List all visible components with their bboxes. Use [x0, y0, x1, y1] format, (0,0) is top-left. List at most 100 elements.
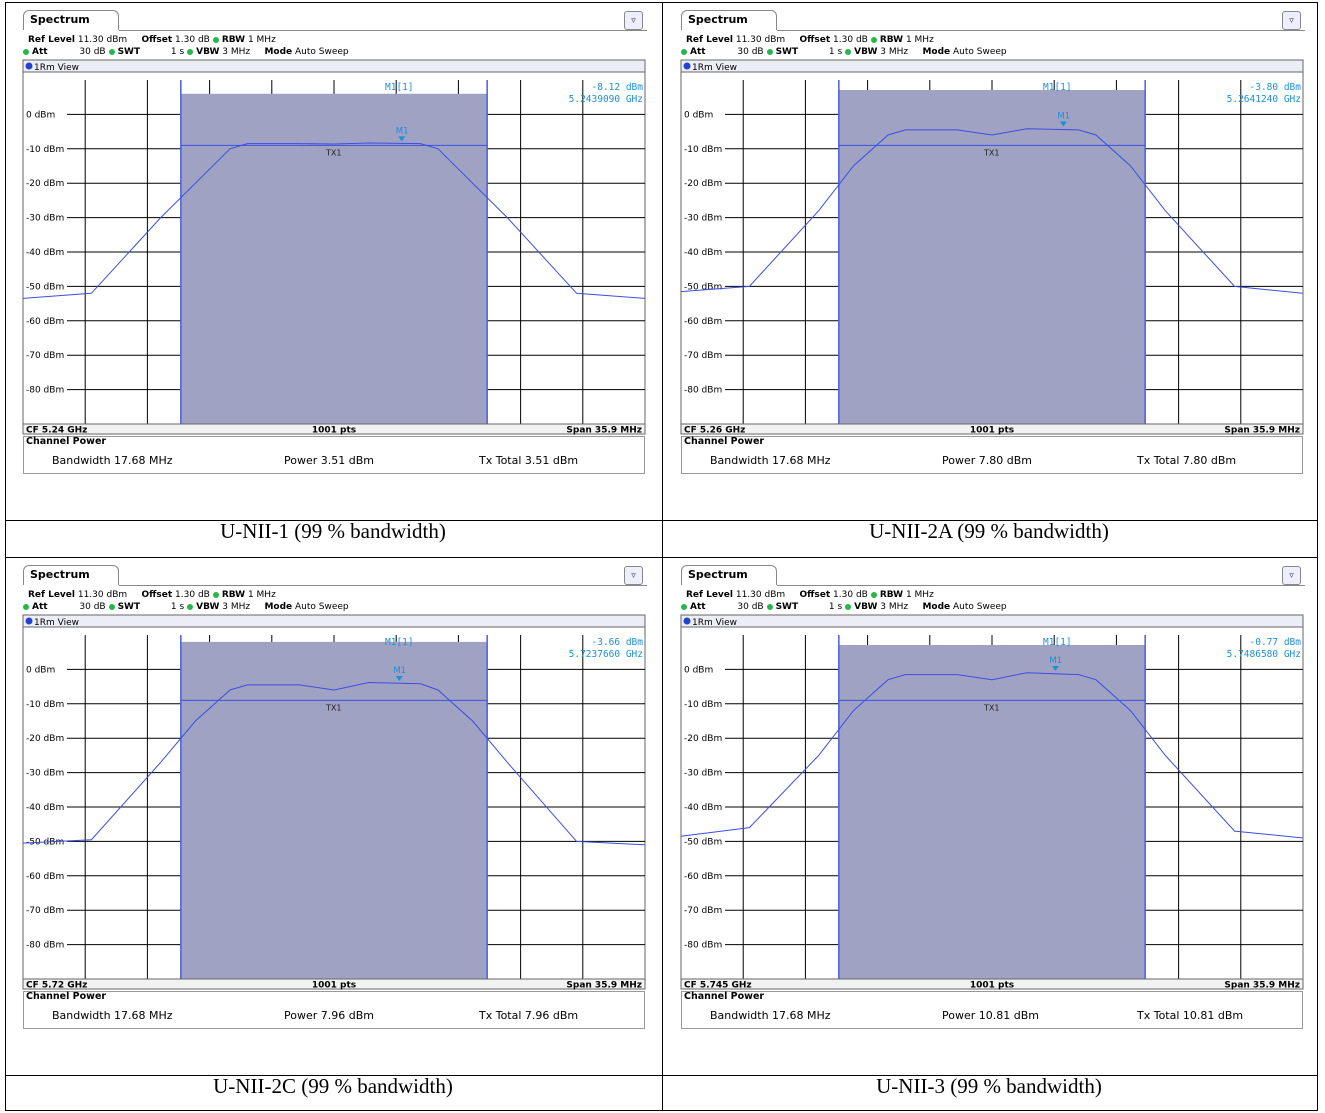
channel-power-box: Channel Power Bandwidth 17.68 MHz Power 7.… — [23, 991, 645, 1029]
y-tick-label: -40 dBm — [684, 803, 722, 813]
channel-power-title: Channel Power — [684, 436, 765, 447]
marker-m1[interactable] — [398, 136, 406, 142]
power-value: Power 7.96 dBm — [284, 1009, 374, 1022]
status-dot — [870, 36, 877, 43]
y-tick-label: -10 dBm — [684, 700, 722, 710]
settings-icon[interactable]: ▿ — [1282, 566, 1301, 585]
att-label: Att — [690, 602, 706, 612]
status-dot — [212, 36, 219, 43]
marker-readout-value: -3.66 dBm — [592, 637, 644, 648]
span-label: Span 35.9 MHz — [566, 426, 642, 436]
cf-label: CF 5.24 GHz — [26, 426, 87, 436]
att-value: 30 dB — [79, 47, 106, 57]
swt-value: 1 s — [170, 602, 185, 612]
cf-label: CF 5.26 GHz — [684, 426, 745, 436]
points-label: 1001 pts — [970, 981, 1014, 991]
channel-power-box: Channel Power Bandwidth 17.68 MHz Power 10… — [681, 991, 1303, 1029]
tab-spectrum[interactable]: Spectrum — [23, 565, 119, 585]
y-tick-label: -80 dBm — [684, 386, 722, 396]
settings-icon[interactable]: ▿ — [1282, 11, 1301, 30]
tx1-label: TX1 — [325, 703, 341, 712]
vbw-label: VBW — [196, 602, 220, 612]
settings-icon[interactable]: ▿ — [624, 566, 643, 585]
rbw-label: RBW — [221, 35, 246, 45]
channel-band — [838, 645, 1146, 979]
rbw-value: 1 MHz — [247, 590, 276, 600]
swt-value: 1 s — [170, 47, 185, 57]
row-divider-1 — [6, 520, 1317, 521]
mode-label: Mode — [264, 602, 293, 612]
spectrum-trace — [680, 128, 1304, 294]
channel-power-box: Channel Power Bandwidth 17.68 MHz Power 7.… — [681, 436, 1303, 474]
marker-m1[interactable] — [395, 675, 403, 681]
swt-label: SWT — [775, 47, 799, 57]
marker-tag: M1 — [393, 666, 406, 676]
y-tick-label: -10 dBm — [684, 145, 722, 155]
view-bar — [22, 614, 646, 628]
y-tick-label: 0 dBm — [26, 110, 55, 120]
status-dot — [681, 48, 687, 55]
view-label: 1Rm View — [692, 618, 737, 628]
tab-spectrum[interactable]: Spectrum — [681, 10, 777, 30]
vbw-label: VBW — [196, 47, 220, 57]
spectrum-chart: 1Rm View 0 dBm -10 dBm -20 dBm -30 dBm -40 dB… — [22, 614, 646, 991]
rbw-value: 1 MHz — [905, 590, 934, 600]
header-line-2: Att 30 dB SWT 1 s VBW 3 MHz Mode Auto Sweep — [20, 47, 349, 57]
tab-spectrum[interactable]: Spectrum — [23, 10, 119, 30]
y-tick-label: -20 dBm — [26, 734, 64, 744]
power-value: Power 10.81 dBm — [942, 1009, 1039, 1022]
offset-value: 1.30 dB — [833, 35, 868, 45]
vbw-value: 3 MHz — [880, 47, 909, 57]
tab-spectrum[interactable]: Spectrum — [681, 565, 777, 585]
y-tick-label: -40 dBm — [684, 248, 722, 258]
y-tick-label: -30 dBm — [26, 769, 64, 779]
offset-label: Offset — [799, 35, 831, 45]
marker-tag: M1 — [1057, 111, 1070, 121]
status-dot — [766, 48, 773, 55]
marker-readout-label: M1[1] — [1043, 637, 1072, 648]
span-label: Span 35.9 MHz — [566, 981, 642, 991]
span-label: Span 35.9 MHz — [1224, 981, 1300, 991]
rbw-label: RBW — [221, 590, 246, 600]
mode-label: Mode — [264, 47, 293, 57]
header-line-1: Ref Level 11.30 dBm Offset 1.30 dB RBW 1 … — [686, 35, 934, 45]
mode-value: Auto Sweep — [295, 602, 349, 612]
y-tick-label: -30 dBm — [684, 214, 722, 224]
spectrum-panel: Spectrum ▿ Ref Level 11.30 dBm Offset 1.30… — [20, 8, 650, 491]
marker-readout-value: -0.77 dBm — [1250, 637, 1302, 648]
tx-total-value: Tx Total 3.51 dBm — [479, 454, 579, 467]
spectrum-panel: Spectrum ▿ Ref Level 11.30 dBm Offset 1.30… — [20, 563, 650, 1046]
y-tick-label: -80 dBm — [26, 386, 64, 396]
ref-level-value: 11.30 dBm — [735, 590, 786, 600]
settings-icon[interactable]: ▿ — [624, 11, 643, 30]
y-tick-label: 0 dBm — [26, 665, 55, 675]
att-label: Att — [690, 47, 706, 57]
status-bar — [22, 423, 646, 435]
y-tick-label: -50 dBm — [26, 282, 64, 292]
view-bar — [22, 59, 646, 73]
tx1-label: TX1 — [983, 703, 999, 712]
vbw-label: VBW — [854, 47, 878, 57]
mode-label: Mode — [922, 47, 951, 57]
vbw-label: VBW — [854, 602, 878, 612]
figure-caption: U-NII-3 (99 % bandwidth) — [876, 1074, 1102, 1098]
figure-caption: U-NII-2A (99 % bandwidth) — [869, 519, 1109, 543]
y-tick-label: -20 dBm — [684, 734, 722, 744]
tx-total-value: Tx Total 10.81 dBm — [1137, 1009, 1244, 1022]
att-value: 30 dB — [737, 602, 764, 612]
offset-value: 1.30 dB — [175, 590, 210, 600]
channel-power-title: Channel Power — [26, 991, 107, 1002]
tab-underline — [777, 30, 1305, 31]
marker-m1[interactable] — [1059, 121, 1067, 127]
col-divider — [662, 3, 663, 1110]
figure-caption: U-NII-2C (99 % bandwidth) — [213, 1074, 453, 1098]
y-tick-label: -50 dBm — [684, 282, 722, 292]
points-label: 1001 pts — [970, 426, 1014, 436]
marker-m1[interactable] — [1051, 666, 1059, 672]
status-dot — [845, 603, 852, 610]
rbw-label: RBW — [879, 35, 904, 45]
trace-dot — [25, 617, 33, 625]
offset-label: Offset — [799, 590, 831, 600]
span-label: Span 35.9 MHz — [1224, 426, 1300, 436]
y-tick-label: -10 dBm — [26, 700, 64, 710]
